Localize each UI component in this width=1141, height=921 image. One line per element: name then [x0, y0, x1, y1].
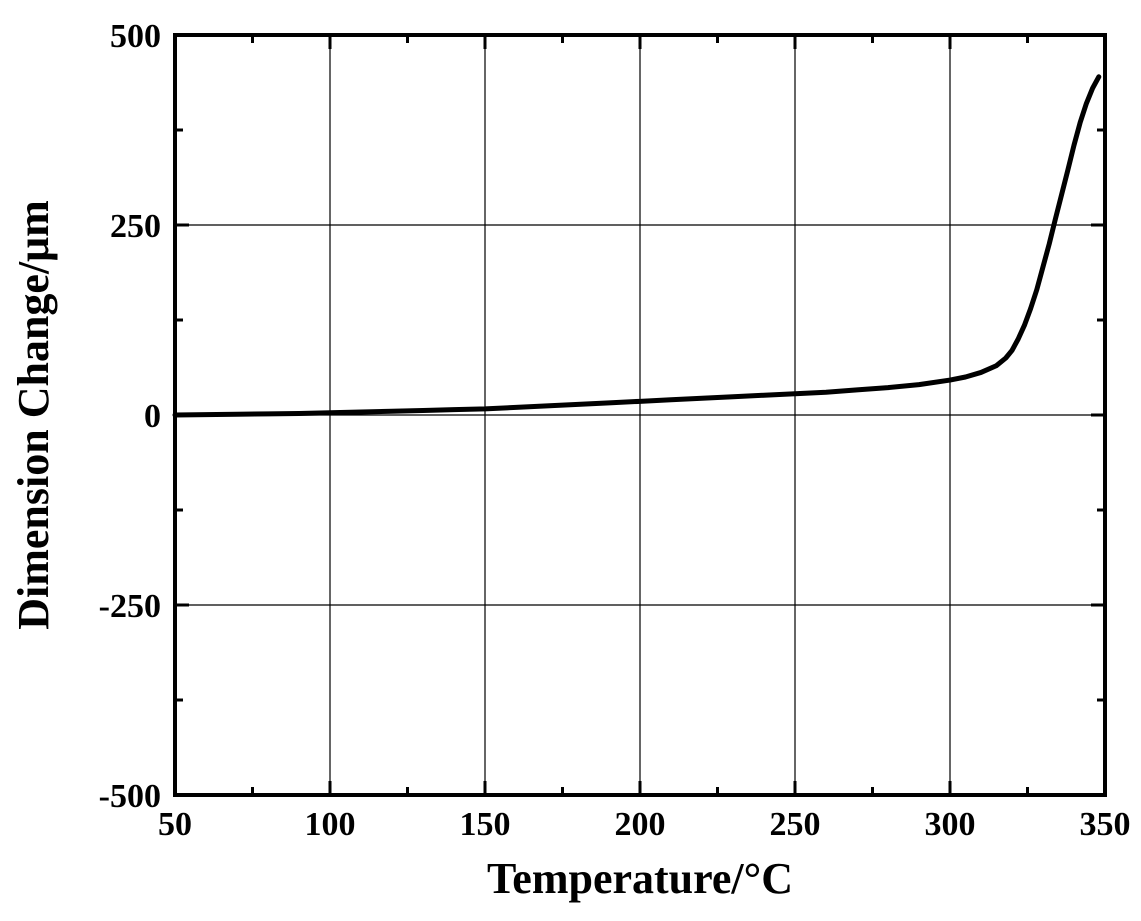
- svg-text:350: 350: [1080, 806, 1131, 843]
- chart-svg: 50 100 150 200 250 300 350 -500 -250 0 250 500 Tempe…: [0, 0, 1141, 921]
- svg-text:50: 50: [158, 806, 192, 843]
- dimension-change-chart: 50 100 150 200 250 300 350 -500 -250 0 250 500 Tempe…: [0, 0, 1141, 921]
- svg-text:500: 500: [110, 18, 161, 55]
- svg-text:250: 250: [110, 208, 161, 245]
- svg-text:300: 300: [925, 806, 976, 843]
- svg-text:-250: -250: [99, 588, 161, 625]
- svg-text:250: 250: [770, 806, 821, 843]
- svg-text:200: 200: [615, 806, 666, 843]
- svg-text:0: 0: [144, 398, 161, 435]
- svg-text:150: 150: [460, 806, 511, 843]
- x-axis-title: Temperature/°C: [487, 854, 793, 903]
- svg-text:-500: -500: [99, 778, 161, 815]
- svg-text:100: 100: [305, 806, 356, 843]
- y-axis-title: Dimension Change/μm: [9, 200, 58, 630]
